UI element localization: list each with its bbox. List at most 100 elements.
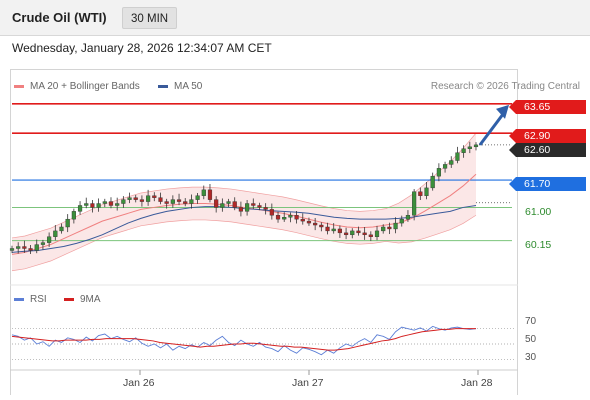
candle-down	[337, 228, 342, 234]
candle-down	[232, 201, 237, 208]
level-61-00-label: 61.00	[525, 206, 552, 218]
candle-down	[387, 226, 392, 230]
candle-up	[16, 246, 21, 249]
rsi-tick-30: 30	[525, 352, 537, 363]
candle-up	[59, 226, 64, 232]
candle-down	[300, 218, 305, 222]
candle-down	[325, 226, 330, 232]
header-bar	[0, 0, 590, 36]
candle-down	[90, 203, 95, 208]
level-62-90-value: 62.90	[524, 130, 551, 142]
candle-down	[275, 215, 281, 220]
candle-up	[455, 152, 460, 161]
candle-up	[350, 230, 355, 236]
candle-up	[47, 236, 52, 243]
ma20-swatch	[14, 85, 24, 88]
legend-rsi: RSI	[14, 294, 47, 305]
candle-up	[220, 203, 225, 208]
candle-up	[201, 189, 206, 196]
candle-up	[115, 203, 120, 206]
candle-up	[77, 205, 83, 212]
candle-down	[108, 201, 114, 206]
candle-up	[34, 244, 39, 251]
candle-up	[288, 215, 293, 218]
x-tick-jan27: Jan 27	[292, 377, 324, 389]
level-tag-63-65: 63.65	[509, 100, 586, 114]
legend-ma20: MA 20 + Bollinger Bands	[14, 81, 140, 92]
candle-down	[183, 201, 188, 204]
candle-down	[257, 205, 262, 208]
candle-up	[65, 218, 70, 228]
candle-up	[467, 146, 472, 149]
candle-up	[195, 195, 200, 200]
candle-up	[449, 160, 454, 165]
candle-up	[84, 203, 89, 206]
candle-down	[368, 234, 373, 237]
legend-rsi-ma: 9MA	[64, 294, 101, 305]
candle-down	[269, 209, 274, 216]
candle-down	[158, 197, 163, 202]
candle-down	[418, 191, 423, 196]
candle-down	[214, 199, 219, 208]
rsi-ma-line	[11, 328, 476, 351]
level-60-15-label: 60.15	[525, 239, 552, 251]
candle-up	[381, 226, 386, 232]
candle-up	[96, 203, 101, 208]
candle-down	[313, 222, 318, 226]
candle-down	[343, 232, 349, 236]
projection-arrow-shaft	[478, 111, 506, 146]
candle-up	[282, 217, 287, 220]
level-61-70-value: 61.70	[524, 178, 551, 190]
candle-up	[127, 197, 132, 200]
rsi-line	[11, 325, 477, 356]
candle-up	[53, 230, 58, 237]
candle-down	[207, 189, 213, 200]
candle-up	[226, 201, 231, 204]
legend-rsi-ma-label: 9MA	[80, 294, 101, 305]
candle-down	[152, 195, 157, 198]
candle-up	[412, 191, 417, 216]
ma50-line	[11, 204, 477, 253]
candle-up	[170, 199, 175, 204]
candle-up	[424, 187, 429, 196]
level-tag-61-70: 61.70	[509, 177, 586, 191]
candle-up	[102, 201, 107, 204]
legend-rsi-label: RSI	[30, 294, 47, 305]
ma20-line	[11, 173, 477, 255]
candle-up	[121, 199, 126, 204]
chart-frame	[10, 69, 518, 395]
rsi-tick-50: 50	[525, 334, 537, 345]
candle-up	[436, 168, 441, 177]
copyright-text: Research © 2026 Trading Central	[430, 81, 580, 92]
candle-down	[319, 224, 324, 228]
candle-up	[399, 218, 404, 224]
candle-up	[442, 164, 448, 169]
candle-up	[189, 199, 194, 204]
last-price-value: 62.60	[524, 144, 551, 156]
instrument-title: Crude Oil (WTI)	[12, 10, 107, 25]
candle-up	[374, 230, 380, 237]
rsi-swatch	[14, 298, 24, 301]
candle-up	[71, 211, 76, 220]
candle-down	[139, 199, 145, 202]
x-tick-jan26: Jan 26	[123, 377, 155, 389]
candle-up	[430, 175, 435, 189]
timeframe-button[interactable]: 30 MIN	[122, 7, 178, 29]
bollinger-upper	[11, 132, 477, 239]
candle-down	[251, 203, 256, 206]
candle-down	[238, 207, 243, 212]
legend-ma50: MA 50	[158, 81, 202, 92]
candle-up	[473, 144, 479, 148]
last-price-tag: 62.60	[509, 143, 586, 157]
candle-up	[331, 228, 336, 232]
legend-ma20-label: MA 20 + Bollinger Bands	[30, 81, 140, 92]
candle-up	[146, 195, 151, 202]
candle-up	[393, 222, 398, 230]
candle-up	[9, 248, 15, 251]
candle-down	[22, 246, 27, 249]
candle-down	[306, 220, 312, 224]
rsi-ma-swatch	[64, 298, 74, 301]
candle-up	[245, 203, 250, 212]
bollinger-lower	[11, 214, 477, 272]
